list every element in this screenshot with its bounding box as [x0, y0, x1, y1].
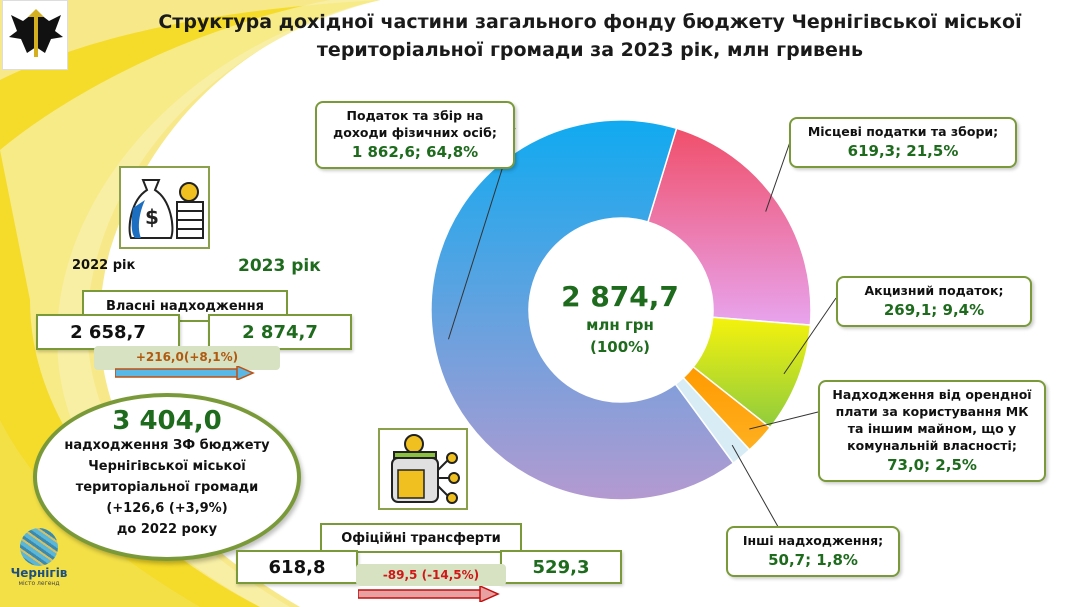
callout-rent: Надходження від орендної плати за корист… [818, 380, 1046, 482]
callout-pit: Податок та збір на доходи фізичних осіб;… [315, 101, 515, 169]
callout-name: Податок та збір на доходи фізичних осіб; [333, 108, 497, 140]
transfers-2022: 618,8 [236, 550, 358, 584]
logo-city-name: Чернігів [10, 566, 68, 580]
total-desc-4: до 2022 року [116, 522, 218, 537]
transfers-change: -89,5 (-14,5%) [356, 564, 506, 586]
own-revenue-change: +216,0(+8,1%) [94, 346, 280, 370]
city-coat-of-arms [2, 0, 68, 70]
yarn-ball-icon [20, 528, 58, 566]
donut-pct: (100%) [589, 338, 651, 356]
total-change: (+126,6 (+3,9%) [106, 501, 228, 516]
callout-name: Акцизний податок; [864, 283, 1004, 298]
callout-value: 50,7; 1,8% [768, 551, 858, 569]
donut-total: 2 874,7 [561, 280, 679, 313]
callout-name: Надходження від орендної плати за корист… [832, 387, 1032, 453]
page-title: Структура дохідної частини загального фо… [158, 11, 1022, 61]
callout-name: Місцеві податки та збори; [807, 124, 999, 139]
total-desc-2: Чернігівської міської [88, 459, 246, 474]
own-revenue-2023: 2 874,7 [208, 314, 352, 350]
total-revenue-ellipse: 3 404,0 надходження ЗФ бюджету Чернігівс… [33, 393, 301, 561]
callout-name: Інші надходження; [742, 533, 884, 548]
callout-value: 269,1; 9,4% [883, 301, 985, 319]
leader-line [749, 411, 819, 430]
year-2022-label: 2022 рік [72, 258, 136, 273]
jar-coins-icon [378, 428, 468, 510]
decrease-arrow-icon [358, 586, 500, 602]
callout-other: Інші надходження; 50,7; 1,8% [726, 526, 900, 577]
callout-value: 619,3; 21,5% [847, 142, 959, 160]
total-value: 3 404,0 [112, 406, 222, 436]
callout-value: 1 862,6; 64,8% [351, 143, 479, 161]
callout-local-taxes: Місцеві податки та збори; 619,3; 21,5% [789, 117, 1017, 168]
callout-value: 73,0; 2,5% [887, 456, 977, 474]
logo-motto: місто легенд [18, 580, 60, 587]
donut-slice [646, 127, 812, 326]
donut-center: 2 874,7 млн грн (100%) [545, 280, 695, 358]
leader-line [783, 297, 837, 375]
svg-text:$: $ [145, 205, 159, 229]
money-bag-icon: $ [119, 166, 210, 249]
donut-slice [430, 119, 735, 501]
increase-arrow-icon [115, 366, 255, 380]
callout-excise: Акцизний податок; 269,1; 9,4% [836, 276, 1032, 327]
total-desc-1: надходження ЗФ бюджету [64, 438, 270, 453]
transfers-label: Офіційні трансферти [320, 523, 522, 553]
own-revenue-label: Власні надходження [82, 290, 288, 322]
year-2023-label: 2023 рік [238, 256, 321, 276]
leader-line [765, 141, 791, 212]
transfers-2023: 529,3 [500, 550, 622, 584]
city-logo: Чернігів місто легенд [8, 528, 70, 587]
total-desc-3: територіальної громади [75, 480, 259, 495]
donut-unit: млн грн [586, 316, 654, 334]
